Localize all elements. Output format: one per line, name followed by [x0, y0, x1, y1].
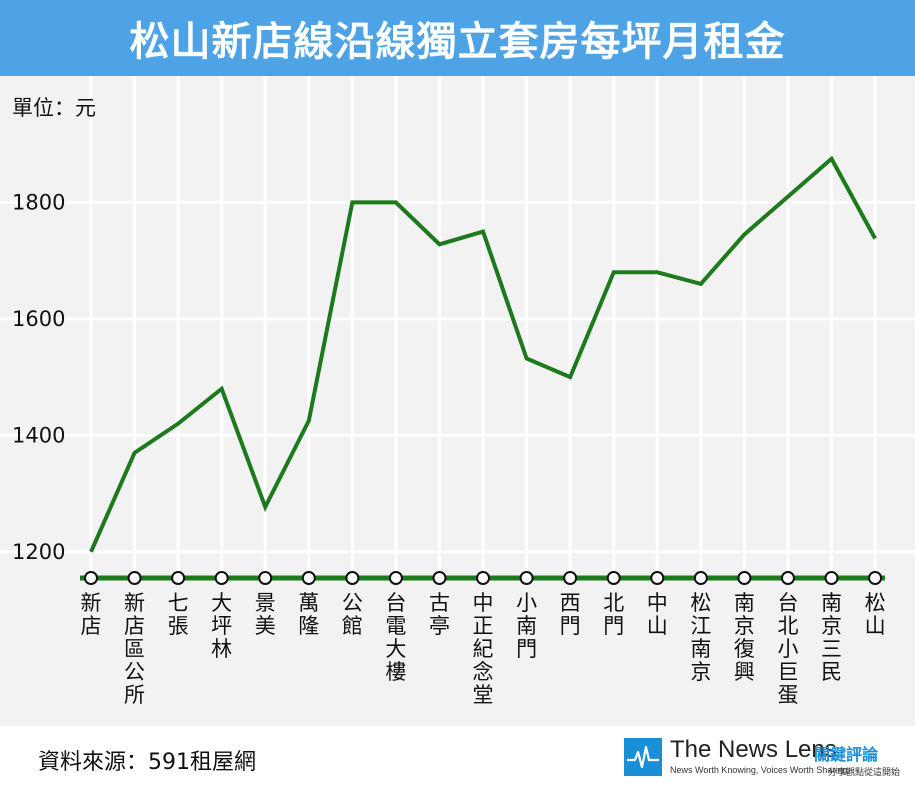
chart-title: 松山新店線沿線獨立套房每坪月租金 — [0, 0, 915, 76]
heartbeat-icon — [624, 738, 662, 776]
y-tick-label: 1200 — [12, 540, 65, 564]
station-label: 景美 — [255, 591, 276, 638]
brand-slogan-zh: 分享觀點從這開始 — [828, 768, 901, 778]
station-marker — [258, 571, 273, 585]
chart-area: 1200 1400 1600 1800 新店 新店區公所 七張 大坪林 景美 萬隆 公館 台電大樓 古亭… — [0, 76, 915, 726]
station-marker — [519, 571, 534, 585]
station-label: 北門 — [603, 591, 624, 638]
y-tick-label: 1400 — [12, 423, 65, 447]
station-marker — [171, 571, 186, 585]
source-note: 資料來源：591租屋網 — [38, 750, 256, 775]
station-marker — [868, 571, 883, 585]
unit-label: 單位：元 — [12, 96, 96, 120]
station-label: 小南門 — [516, 591, 537, 661]
station-label: 公館 — [342, 591, 363, 638]
station-marker — [388, 571, 403, 585]
station-marker — [737, 571, 752, 585]
station-marker — [476, 571, 491, 585]
footer: 資料來源：591租屋網 The News Lens 關鍵評論 News Wort… — [0, 726, 915, 793]
station-label: 南京三民 — [821, 591, 842, 684]
station-label: 台電大樓 — [385, 591, 406, 684]
station-marker — [563, 571, 578, 585]
brand-slogan: News Worth Knowing, Voices Worth Sharing — [670, 765, 848, 775]
station-label: 松山 — [865, 591, 886, 638]
station-marker — [345, 571, 360, 585]
station-marker — [214, 571, 229, 585]
station-label: 萬隆 — [298, 591, 319, 638]
brand: The News Lens 關鍵評論 News Worth Knowing, V… — [624, 736, 910, 782]
station-marker — [301, 571, 316, 585]
station-label: 古亭 — [429, 591, 450, 638]
station-marker — [824, 571, 839, 585]
station-label: 台北小巨蛋 — [777, 591, 798, 707]
station-label: 新店區公所 — [124, 591, 145, 707]
station-marker — [127, 571, 142, 585]
station-label: 中正紀念堂 — [473, 591, 494, 707]
station-marker — [650, 571, 665, 585]
brand-name-zh: 關鍵評論 — [814, 745, 879, 764]
y-tick-label: 1600 — [12, 307, 65, 331]
station-label: 西門 — [560, 591, 581, 638]
station-marker — [693, 571, 708, 585]
station-label: 七張 — [168, 591, 189, 638]
station-marker — [432, 571, 447, 585]
y-tick-label: 1800 — [12, 190, 65, 214]
station-label: 松江南京 — [690, 591, 711, 684]
station-label: 大坪林 — [211, 591, 232, 661]
brand-name: The News Lens — [670, 736, 837, 763]
station-label: 新店 — [81, 591, 102, 638]
station-marker — [606, 571, 621, 585]
station-label: 中山 — [647, 591, 668, 638]
station-marker — [84, 571, 98, 585]
station-marker — [780, 571, 795, 585]
station-label: 南京復興 — [734, 591, 755, 684]
series-line — [89, 155, 877, 553]
